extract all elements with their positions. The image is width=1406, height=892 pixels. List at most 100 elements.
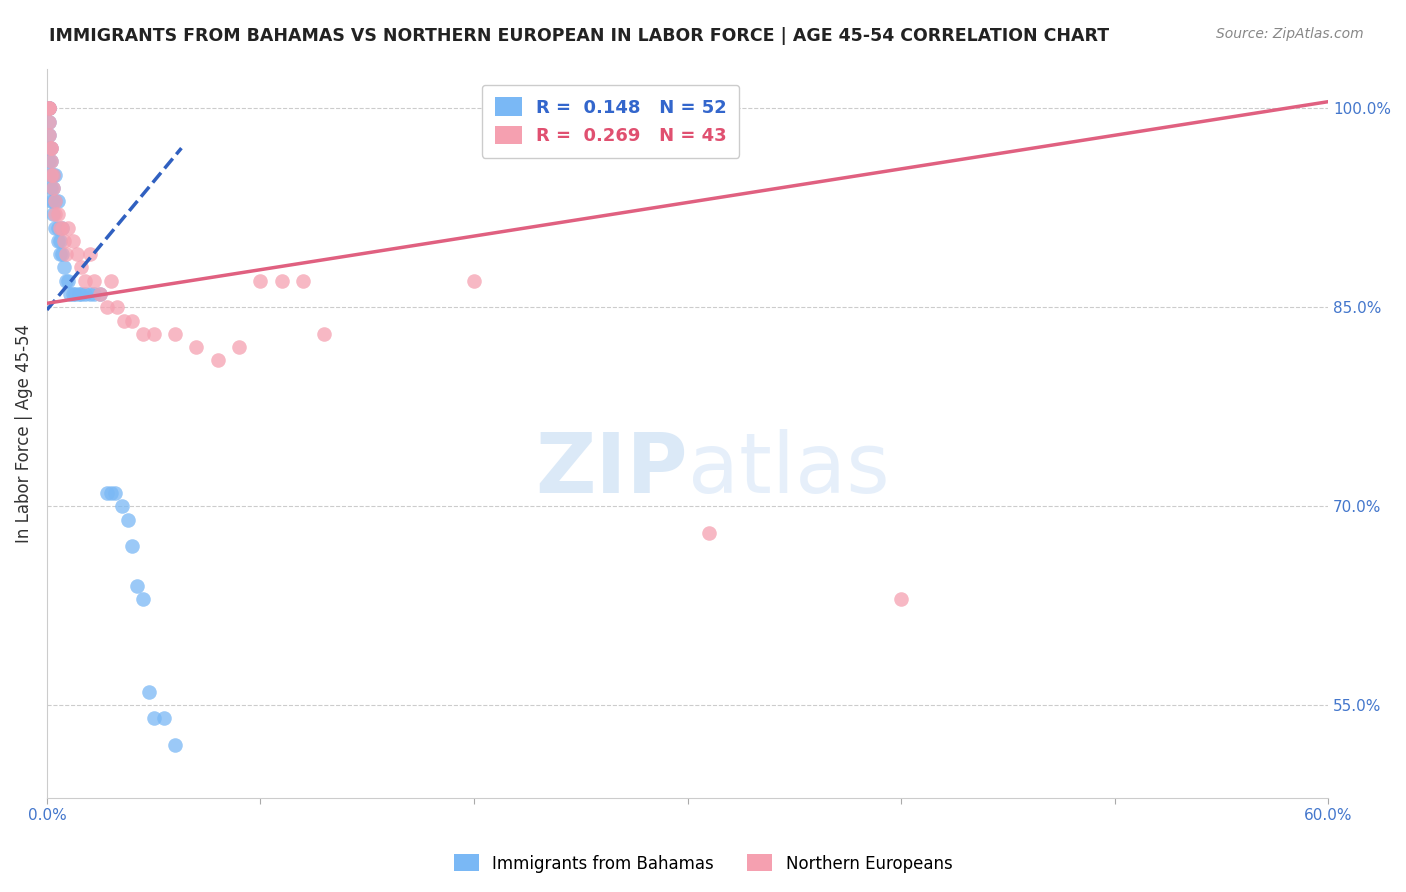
Point [89, 287, 111, 301]
Point [52, 234, 75, 248]
Point [46, 194, 69, 209]
Point [62, 234, 84, 248]
Point [38, 154, 60, 169]
Point [314, 326, 336, 341]
Point [89, 287, 111, 301]
Y-axis label: In Labor Force | Age 45-54: In Labor Force | Age 45-54 [15, 324, 32, 543]
Point [270, 274, 292, 288]
Point [44, 194, 66, 209]
Point [100, 486, 122, 500]
Point [58, 274, 80, 288]
Point [104, 486, 127, 500]
Point [48, 234, 70, 248]
Point [51, 220, 73, 235]
Point [138, 685, 160, 699]
Point [100, 274, 122, 288]
Point [44, 168, 66, 182]
Point [125, 579, 148, 593]
Point [38, 114, 60, 128]
Point [38, 101, 60, 115]
Point [228, 340, 250, 354]
Point [70, 287, 93, 301]
Point [48, 247, 70, 261]
Point [163, 738, 186, 752]
Point [112, 313, 135, 327]
Point [39, 141, 62, 155]
Text: IMMIGRANTS FROM BAHAMAS VS NORTHERN EUROPEAN IN LABOR FORCE | AGE 45-54 CORRELAT: IMMIGRANTS FROM BAHAMAS VS NORTHERN EURO… [49, 27, 1109, 45]
Point [42, 181, 65, 195]
Point [96, 486, 118, 500]
Point [207, 353, 229, 368]
Point [42, 168, 65, 182]
Point [42, 181, 65, 195]
Text: atlas: atlas [688, 429, 889, 510]
Point [39, 168, 62, 182]
Point [111, 500, 134, 514]
Point [142, 711, 165, 725]
Point [70, 260, 93, 275]
Point [96, 300, 118, 314]
Point [463, 274, 485, 288]
Point [46, 234, 69, 248]
Point [44, 194, 66, 209]
Point [39, 168, 62, 182]
Legend: R =  0.148   N = 52, R =  0.269   N = 43: R = 0.148 N = 52, R = 0.269 N = 43 [482, 85, 740, 158]
Point [39, 181, 62, 195]
Point [142, 326, 165, 341]
Point [132, 592, 155, 607]
Point [105, 300, 128, 314]
Text: Source: ZipAtlas.com: Source: ZipAtlas.com [1216, 27, 1364, 41]
Point [42, 194, 65, 209]
Point [163, 326, 186, 341]
Point [153, 711, 176, 725]
Point [52, 260, 75, 275]
Point [249, 274, 271, 288]
Point [697, 525, 720, 540]
Point [51, 247, 73, 261]
Point [38, 128, 60, 142]
Point [66, 247, 89, 261]
Point [42, 168, 65, 182]
Point [62, 287, 84, 301]
Point [186, 340, 208, 354]
Point [38, 101, 60, 115]
Point [55, 247, 77, 261]
Point [39, 154, 62, 169]
Point [83, 287, 105, 301]
Point [38, 168, 60, 182]
Point [38, 114, 60, 128]
Point [38, 101, 60, 115]
Point [132, 326, 155, 341]
Point [38, 101, 60, 115]
Point [75, 274, 97, 288]
Point [51, 220, 73, 235]
Point [39, 141, 62, 155]
Point [890, 592, 912, 607]
Point [46, 220, 69, 235]
Point [39, 141, 62, 155]
Point [55, 274, 77, 288]
Point [63, 287, 86, 301]
Point [44, 207, 66, 221]
Point [83, 274, 105, 288]
Point [75, 287, 97, 301]
Point [121, 313, 143, 327]
Point [67, 287, 90, 301]
Text: ZIP: ZIP [536, 429, 688, 510]
Point [38, 101, 60, 115]
Point [58, 220, 80, 235]
Point [46, 207, 69, 221]
Legend: Immigrants from Bahamas, Northern Europeans: Immigrants from Bahamas, Northern Europe… [447, 847, 959, 880]
Point [38, 128, 60, 142]
Point [121, 539, 143, 553]
Point [117, 512, 139, 526]
Point [39, 154, 62, 169]
Point [38, 101, 60, 115]
Point [48, 220, 70, 235]
Point [42, 207, 65, 221]
Point [79, 247, 101, 261]
Point [79, 287, 101, 301]
Point [59, 287, 82, 301]
Point [39, 194, 62, 209]
Point [292, 274, 315, 288]
